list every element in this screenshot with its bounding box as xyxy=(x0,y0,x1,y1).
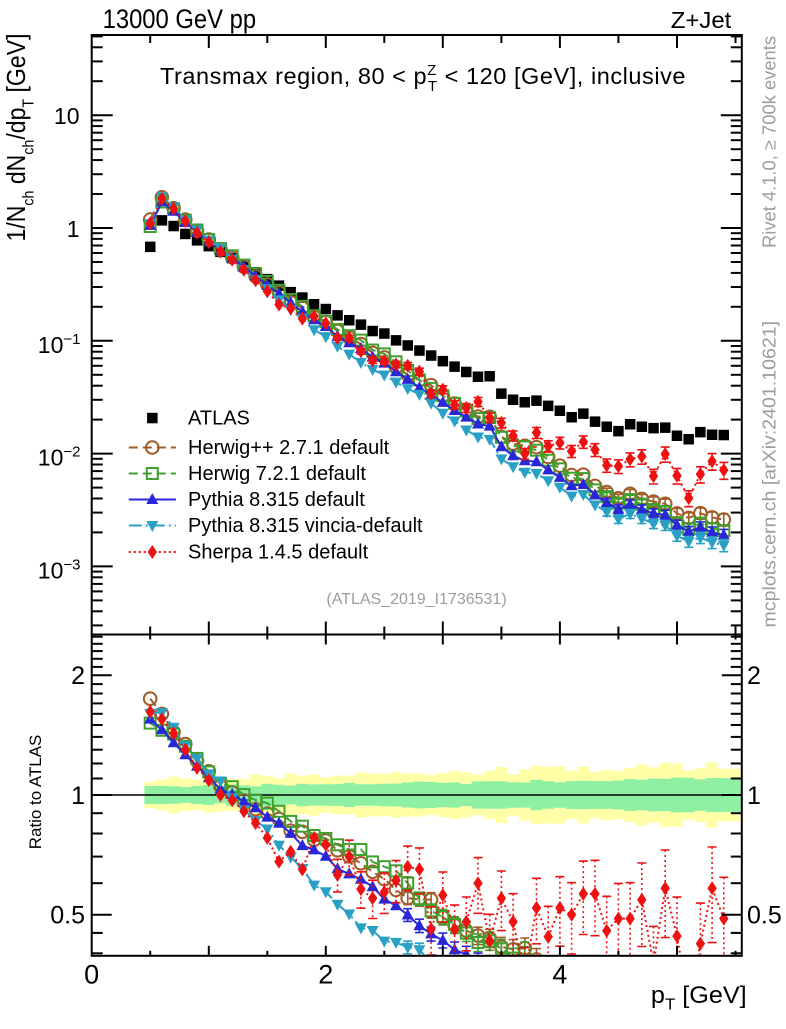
svg-text:ATLAS: ATLAS xyxy=(188,407,250,429)
svg-text:(ATLAS_2019_I1736531): (ATLAS_2019_I1736531) xyxy=(326,591,506,608)
svg-text:4: 4 xyxy=(552,960,567,990)
svg-text:Pythia 8.315 vincia-default: Pythia 8.315 vincia-default xyxy=(188,515,423,537)
svg-text:Ratio to ATLAS: Ratio to ATLAS xyxy=(26,735,45,850)
svg-text:Herwig 7.2.1 default: Herwig 7.2.1 default xyxy=(188,463,366,485)
svg-text:2: 2 xyxy=(71,662,85,690)
svg-text:2: 2 xyxy=(318,960,333,990)
svg-text:Z+Jet: Z+Jet xyxy=(671,7,732,33)
svg-text:mcplots.cern.ch [arXiv:2401.10: mcplots.cern.ch [arXiv:2401.10621] xyxy=(760,321,780,628)
svg-text:Herwig++ 2.7.1 default: Herwig++ 2.7.1 default xyxy=(188,437,390,459)
svg-text:0.5: 0.5 xyxy=(747,902,782,930)
svg-text:13000 GeV pp: 13000 GeV pp xyxy=(103,4,257,34)
svg-text:2: 2 xyxy=(747,662,761,690)
svg-text:Sherpa 1.4.5 default: Sherpa 1.4.5 default xyxy=(188,541,369,563)
svg-text:0: 0 xyxy=(84,960,99,990)
svg-text:Pythia 8.315 default: Pythia 8.315 default xyxy=(188,489,365,511)
svg-text:Rivet 4.1.0, ≥ 700k events: Rivet 4.1.0, ≥ 700k events xyxy=(760,36,780,248)
svg-text:0.5: 0.5 xyxy=(50,902,85,930)
svg-text:10: 10 xyxy=(54,103,80,129)
svg-text:pT [GeV]: pT [GeV] xyxy=(651,982,747,1014)
svg-text:1: 1 xyxy=(747,782,761,810)
svg-text:1: 1 xyxy=(71,782,85,810)
svg-text:1: 1 xyxy=(67,216,80,242)
